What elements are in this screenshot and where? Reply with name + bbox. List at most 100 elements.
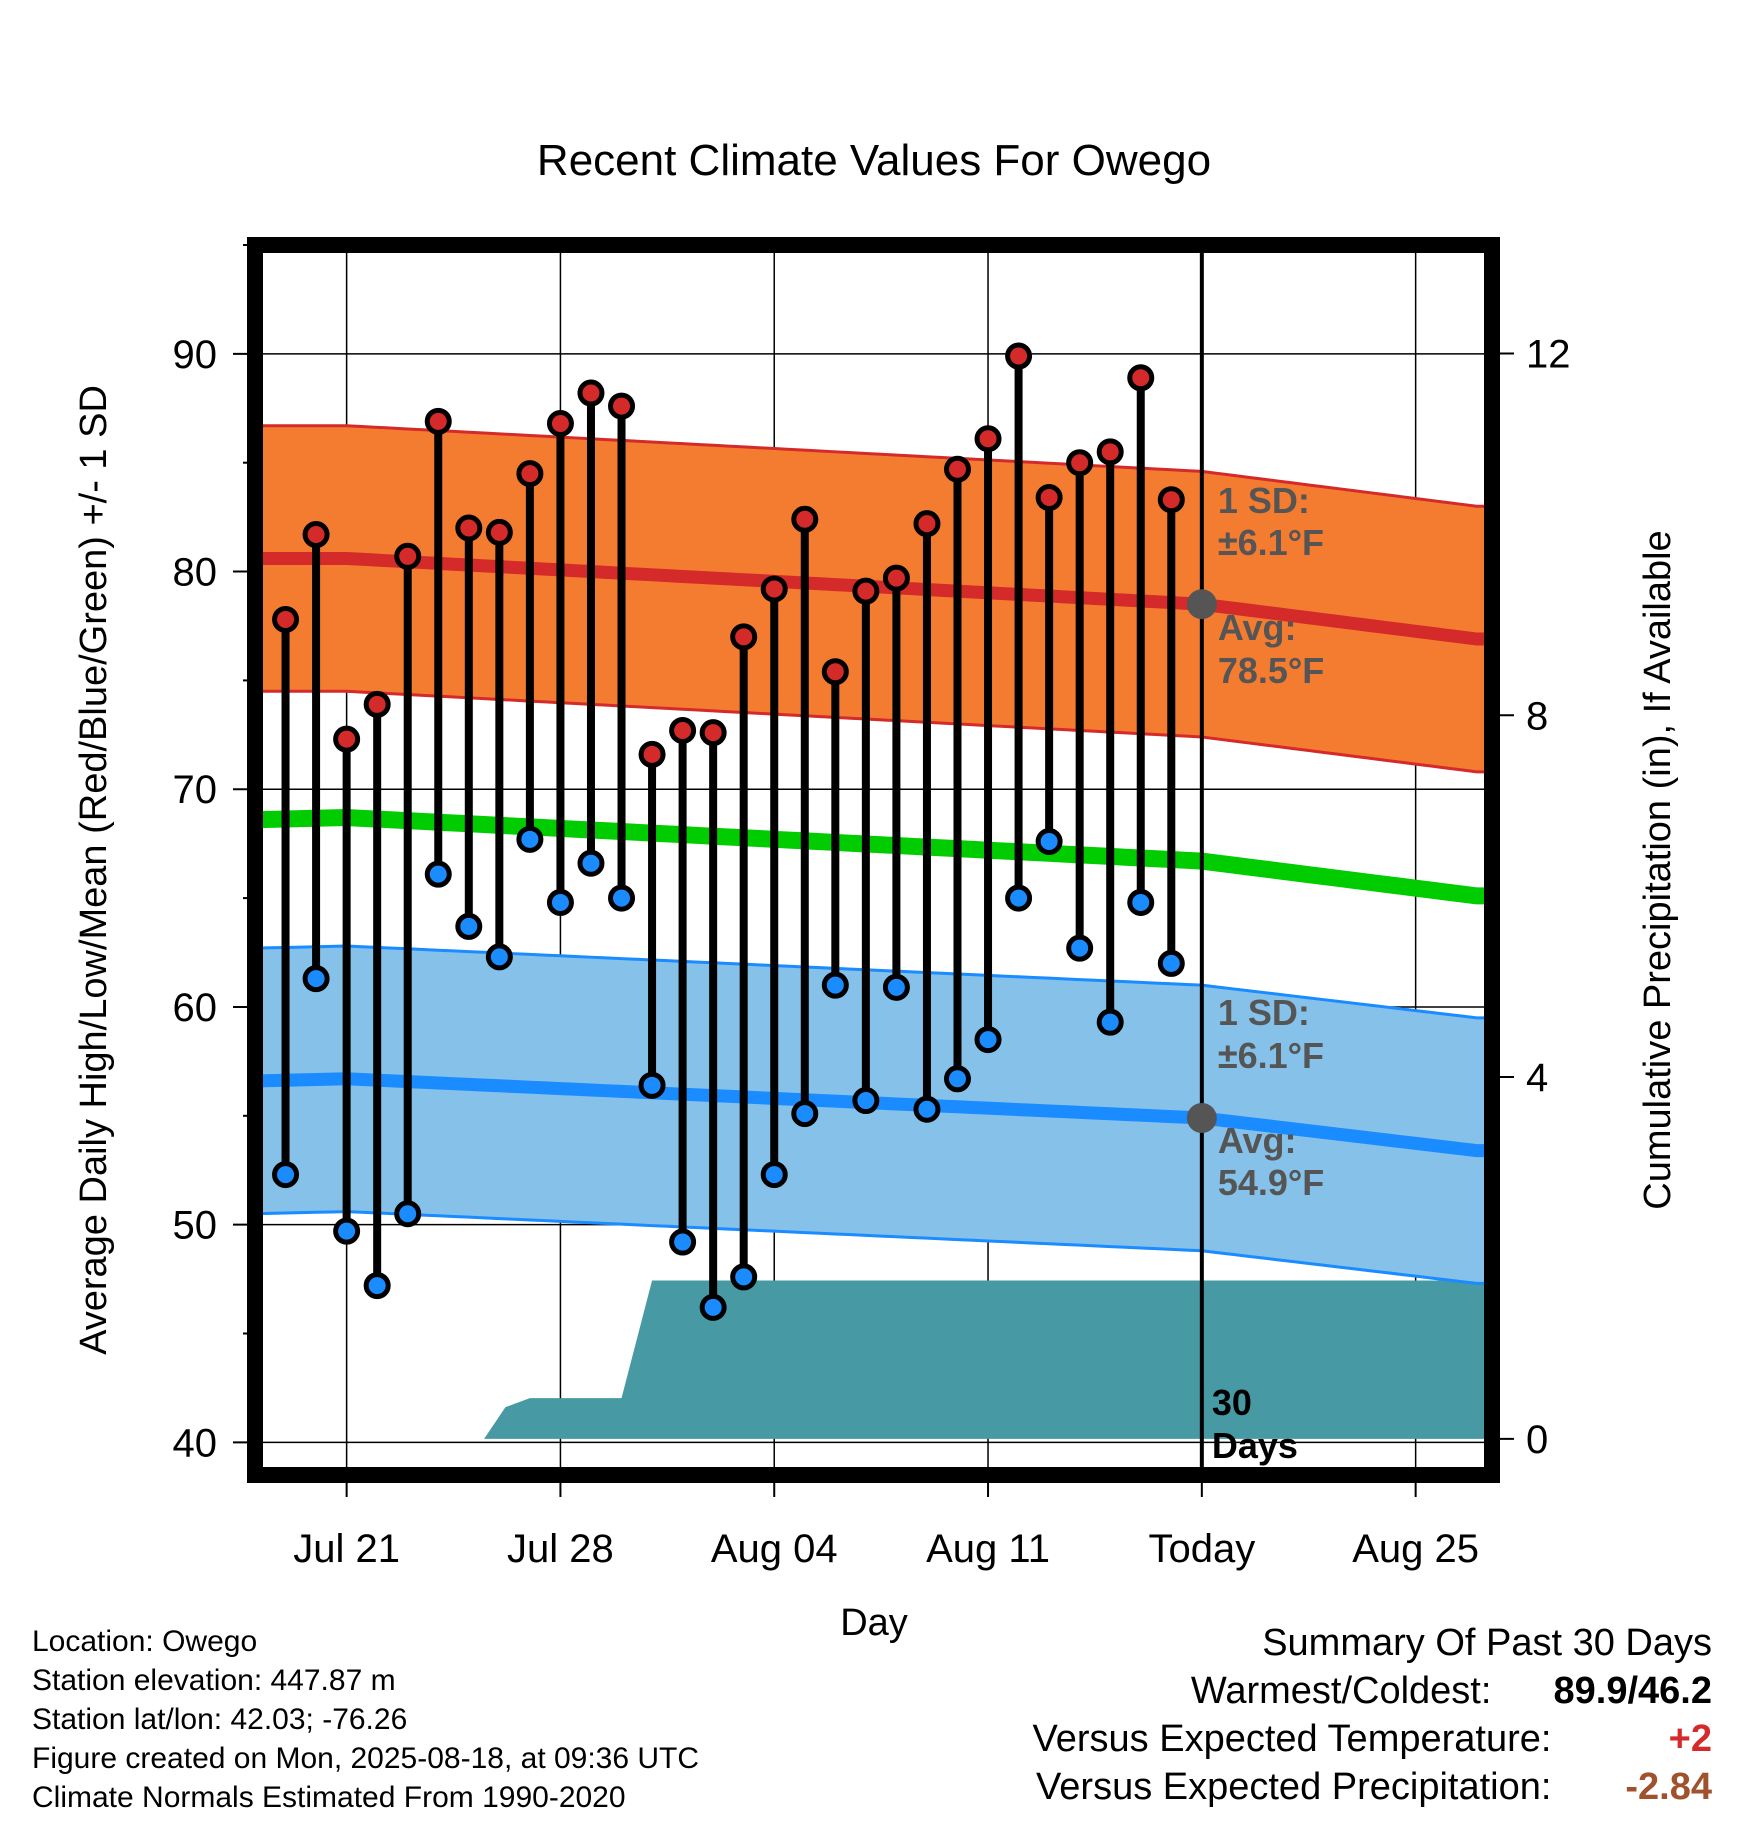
y-left-tick-label: 90 <box>173 333 218 377</box>
normal-high-band-lower-edge <box>255 689 1492 774</box>
temp-label: Versus Expected Temperature: <box>1032 1718 1552 1760</box>
high-point <box>1096 438 1124 466</box>
low-point <box>699 1293 727 1321</box>
y-left-tick-label: 80 <box>173 551 218 595</box>
y-right-tick-label: 4 <box>1526 1056 1548 1100</box>
precip-label: Versus Expected Precipitation: <box>1036 1766 1552 1808</box>
x-tick-label: Jul 21 <box>293 1527 400 1571</box>
high-point <box>485 518 513 546</box>
plot-contents <box>255 245 1492 1475</box>
temp-value: +2 <box>1668 1718 1712 1760</box>
y-left-tick-label: 70 <box>173 768 218 812</box>
normal-high-band-upper-edge <box>255 424 1492 508</box>
today-high-avg-marker <box>1186 589 1217 620</box>
high-sd-value: ±6.1°F <box>1218 522 1324 563</box>
high-point <box>882 564 910 592</box>
high-point <box>424 407 452 435</box>
x-tick-label: Aug 25 <box>1352 1527 1479 1571</box>
low-point <box>943 1065 971 1093</box>
low-point <box>608 884 636 912</box>
low-point <box>638 1071 666 1099</box>
high-point <box>394 542 422 570</box>
low-point <box>852 1087 880 1115</box>
low-point <box>424 860 452 888</box>
normal-low-band-lower-edge <box>255 1210 1492 1285</box>
normal-low-band <box>255 945 1492 1284</box>
high-point <box>730 623 758 651</box>
high-sd-label: 1 SD: <box>1218 480 1310 521</box>
x-tick-label: Today <box>1148 1527 1255 1571</box>
low-point <box>669 1228 697 1256</box>
low-sd-label: 1 SD: <box>1218 992 1310 1033</box>
high-point <box>1005 342 1033 370</box>
low-avg-value: 54.9°F <box>1218 1162 1324 1203</box>
high-point <box>1066 449 1094 477</box>
low-point <box>1066 934 1094 962</box>
y-left-tick-label: 50 <box>173 1204 218 1248</box>
summary-panel: Summary Of Past 30 Days Warmest/Coldest:… <box>1033 1622 1712 1814</box>
high-point <box>1035 484 1063 512</box>
high-avg-label: Avg: <box>1218 607 1297 648</box>
summary-warmest-row: Warmest/Coldest: 89.9/46.2 <box>1033 1670 1712 1718</box>
low-point <box>516 825 544 853</box>
precip-value: -2.84 <box>1625 1766 1712 1808</box>
today-low-avg-marker <box>1186 1102 1217 1133</box>
high-avg-value: 78.5°F <box>1218 650 1324 691</box>
high-point <box>302 521 330 549</box>
y-axis-left-label: Average Daily High/Low/Mean (Red/Blue/Gr… <box>73 385 115 1355</box>
high-point <box>760 575 788 603</box>
low-point <box>363 1272 391 1300</box>
low-point <box>577 849 605 877</box>
normal-low-band-upper-edge <box>255 944 1492 1020</box>
low-point <box>730 1263 758 1291</box>
info-created: Figure created on Mon, 2025-08-18, at 09… <box>32 1742 700 1775</box>
low-point <box>974 1026 1002 1054</box>
low-point <box>394 1200 422 1228</box>
low-point <box>302 965 330 993</box>
info-normals: Climate Normals Estimated From 1990-2020 <box>32 1781 626 1814</box>
info-location: Location: Owego <box>32 1625 258 1658</box>
low-point <box>485 943 513 971</box>
low-point <box>455 912 483 940</box>
low-avg-label: Avg: <box>1218 1120 1297 1161</box>
low-point <box>760 1161 788 1189</box>
high-point <box>974 425 1002 453</box>
high-point <box>791 505 819 533</box>
low-point <box>913 1095 941 1123</box>
chart-title: Recent Climate Values For Owego <box>537 136 1211 185</box>
low-point <box>272 1161 300 1189</box>
low-point <box>1005 884 1033 912</box>
period-label-number: 30 <box>1212 1382 1252 1423</box>
high-point <box>516 460 544 488</box>
precipitation-area <box>484 1280 1492 1439</box>
x-tick-label: Aug 04 <box>711 1527 838 1571</box>
normal-mean-line <box>255 809 1492 905</box>
low-point <box>791 1100 819 1128</box>
high-point <box>272 605 300 633</box>
y-left-tick-label: 60 <box>173 986 218 1030</box>
high-point <box>577 379 605 407</box>
summary-precip-row: Versus Expected Precipitation: -2.84 <box>1033 1766 1712 1814</box>
summary-temp-row: Versus Expected Temperature: +2 <box>1033 1718 1712 1766</box>
high-point <box>669 716 697 744</box>
station-info: Location: Owego Station elevation: 447.8… <box>32 1622 699 1817</box>
plot-frame <box>247 237 1500 1483</box>
low-point <box>1157 949 1185 977</box>
high-point <box>1157 486 1185 514</box>
y-right-tick-label: 8 <box>1526 694 1548 738</box>
warmest-value: 89.9/46.2 <box>1553 1670 1712 1712</box>
high-point <box>608 392 636 420</box>
high-point <box>943 455 971 483</box>
low-sd-value: ±6.1°F <box>1218 1035 1324 1076</box>
x-tick-label: Aug 11 <box>926 1527 1050 1571</box>
x-tick-label: Jul 28 <box>507 1527 614 1571</box>
low-point <box>546 888 574 916</box>
high-point <box>333 725 361 753</box>
y-right-tick-label: 12 <box>1526 333 1571 377</box>
low-point <box>821 971 849 999</box>
high-point <box>913 510 941 538</box>
period-label-days: Days <box>1212 1425 1298 1466</box>
high-point <box>638 740 666 768</box>
